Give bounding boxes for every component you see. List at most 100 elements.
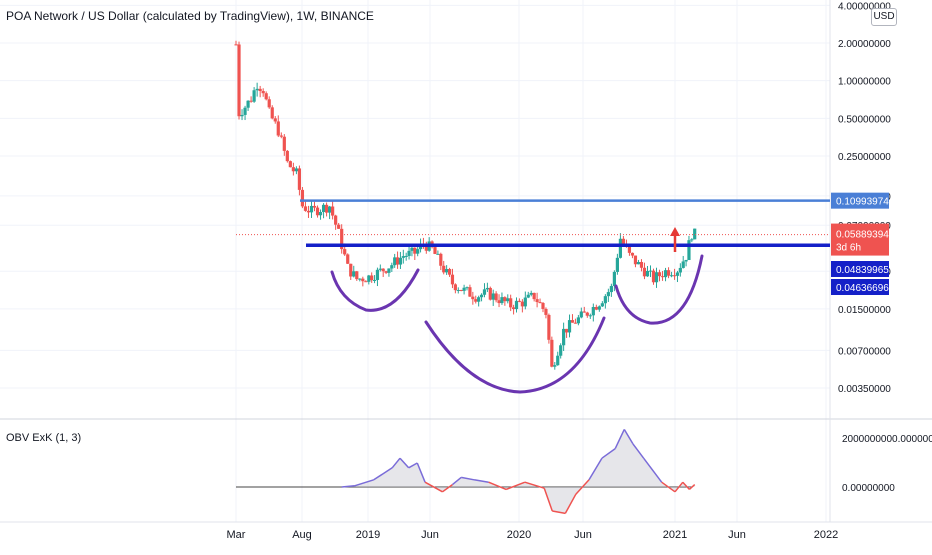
candle-body: [318, 212, 323, 216]
candle-body: [453, 284, 457, 291]
candle-body: [517, 300, 522, 302]
candle-body: [594, 306, 598, 310]
candle-body: [603, 296, 607, 304]
candle-body: [520, 301, 524, 307]
candle-body: [291, 167, 295, 172]
candle-body: [433, 247, 437, 254]
candle-body: [312, 205, 317, 208]
candle-body: [606, 292, 610, 297]
candle-body: [511, 307, 516, 310]
support-price-label-bg: [831, 261, 889, 277]
candle-body: [693, 228, 697, 240]
candle-body: [294, 168, 298, 172]
candle-body: [398, 257, 403, 265]
obv-segment: [588, 457, 603, 481]
candle-body: [372, 279, 377, 281]
candle-body: [378, 268, 382, 270]
indicator-title: OBV ExK (1, 3): [6, 432, 82, 444]
candle-body: [612, 271, 616, 287]
candle-body: [479, 294, 484, 298]
price-tick-label: 0.50000000: [838, 114, 891, 125]
obv-segment: [643, 457, 663, 483]
candle-body: [349, 263, 353, 277]
candle-body: [367, 275, 371, 282]
candle-body: [550, 339, 554, 367]
candle-body: [401, 256, 405, 258]
candle-body: [509, 298, 513, 308]
candle-body: [684, 259, 688, 262]
candle-body: [678, 267, 682, 273]
price-tick-label: 4.00000000: [838, 1, 891, 12]
support-price-label-2: 0.04636696: [836, 283, 889, 294]
candle-body: [267, 99, 271, 108]
candle-body: [645, 270, 650, 277]
candle-body: [358, 278, 362, 280]
candle-body: [404, 255, 408, 257]
last-price-label: 0.05889394: [836, 230, 889, 241]
candle-body: [514, 300, 519, 310]
obv-segment: [682, 481, 690, 490]
candle-body: [450, 274, 455, 285]
time-tick-label: 2021: [663, 529, 687, 541]
candle-body: [529, 292, 533, 295]
obv-segment: [543, 487, 553, 512]
candle-body: [282, 136, 286, 151]
price-tick-label: 0.01500000: [838, 305, 891, 316]
price-tick-label: 2.00000000: [838, 39, 891, 50]
candle-body: [669, 275, 674, 277]
candle-body: [279, 135, 283, 137]
candle-body: [488, 287, 492, 300]
candle-body: [465, 287, 469, 289]
obv-segment: [601, 447, 616, 459]
price-tick-label: 1.00000000: [838, 77, 891, 88]
obv-segment: [408, 462, 418, 469]
obv-segment: [373, 467, 393, 481]
candle-body: [618, 238, 623, 258]
obv-segment: [341, 485, 355, 488]
candle-body: [621, 238, 626, 245]
candle-body: [243, 107, 247, 115]
last-price-label-bg: [831, 223, 889, 256]
candle-body: [648, 270, 653, 272]
time-tick-label: 2020: [507, 529, 531, 541]
candle-body: [523, 297, 527, 307]
obv-segment: [391, 457, 401, 469]
candle-body: [570, 320, 575, 323]
candle-body: [559, 345, 563, 356]
time-tick-label: Aug: [292, 529, 312, 541]
candle-body: [497, 300, 501, 304]
candle-body: [687, 240, 691, 260]
candle-body: [585, 312, 589, 316]
candle-body: [582, 311, 586, 313]
candle-body: [303, 206, 308, 211]
candle-body: [370, 275, 374, 281]
candle-body: [573, 322, 578, 324]
right-shoulder-curve: [614, 254, 704, 325]
obv-segment: [424, 481, 443, 493]
candle-body: [258, 88, 262, 92]
candle-body: [588, 315, 592, 317]
candle-body: [600, 303, 604, 307]
candle-body: [390, 265, 394, 269]
currency-button[interactable]: USD: [871, 8, 897, 26]
candle-body: [681, 261, 685, 268]
obv-segment: [632, 443, 645, 459]
support-price-label: 0.04839965: [836, 265, 889, 276]
candle-body: [234, 44, 238, 46]
time-tick-label: 2019: [356, 529, 380, 541]
candle-body: [642, 267, 647, 277]
candle-body: [340, 228, 344, 250]
obv-segment: [614, 429, 625, 449]
candle-body: [633, 255, 638, 265]
obv-area: [341, 429, 695, 514]
candle-body: [447, 269, 452, 275]
candle-body: [321, 204, 326, 213]
candles: [234, 40, 697, 370]
candle-body: [666, 270, 671, 276]
candle-body: [591, 306, 595, 316]
candle-body: [324, 204, 329, 213]
candle-body: [663, 270, 668, 278]
obv-segment: [688, 484, 696, 490]
obv-segment: [674, 481, 684, 493]
